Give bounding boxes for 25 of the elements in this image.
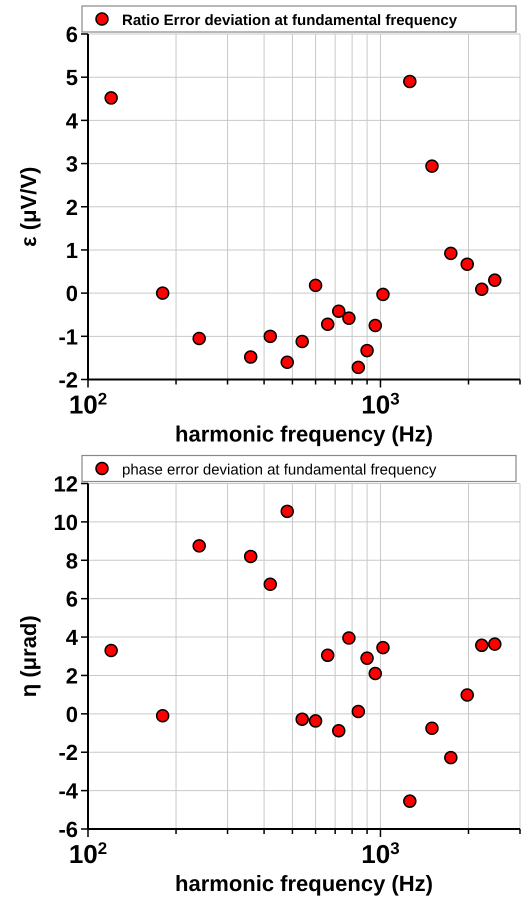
x-tick-label: 10$^{3}$ <box>361 838 400 869</box>
y-tick-label: 4 <box>66 625 79 650</box>
y-tick-label: 8 <box>66 548 78 574</box>
y-tick-label: 6 <box>66 22 78 47</box>
y-tick-label: 6 <box>66 586 78 612</box>
y-tick-label: 0 <box>66 281 78 306</box>
y-tick-label: 2 <box>66 194 78 220</box>
legend-label: phase error deviation at fundamental frequency <box>122 462 437 478</box>
y-tick-label: 0 <box>66 702 78 727</box>
y-tick-label: 10 <box>54 510 78 535</box>
y-tick-label: 4 <box>66 108 79 134</box>
y-axis-title: η (μrad) <box>16 615 41 698</box>
x-tick-label: 10$^{3}$ <box>361 389 400 420</box>
y-tick-label: 12 <box>54 472 78 496</box>
y-tick-label: -4 <box>58 778 79 804</box>
legend-label: Ratio Error deviation at fundamental frequency <box>122 12 458 29</box>
y-axis-title: ε (μV/V) <box>16 166 41 247</box>
x-axis-title: harmonic frequency (Hz) <box>175 871 433 896</box>
y-tick-label: -1 <box>58 324 78 350</box>
y-tick-label: 1 <box>66 238 78 263</box>
y-tick-label: -2 <box>58 740 78 766</box>
y-tick-label: 2 <box>66 663 78 688</box>
y-tick-label: 5 <box>66 65 78 90</box>
x-axis-title: harmonic frequency (Hz) <box>175 422 433 446</box>
y-tick-label: 3 <box>66 152 78 177</box>
